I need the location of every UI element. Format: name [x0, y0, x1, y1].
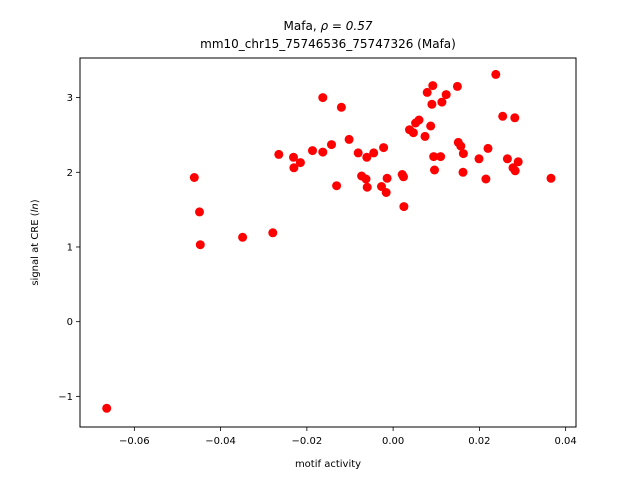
data-point: [381, 188, 391, 197]
y-tick-label: 1: [67, 242, 73, 253]
data-point: [510, 166, 520, 176]
data-point: [353, 148, 363, 158]
x-ticks: −0.06 −0.04 −0.02 0.00 0.02 0.04: [119, 427, 577, 447]
title-gene: Mafa: [284, 19, 313, 33]
data-point: [399, 202, 409, 212]
data-point: [408, 128, 418, 138]
x-axis-label: motif activity: [295, 459, 361, 470]
data-point: [399, 172, 408, 182]
data-point: [420, 131, 430, 141]
data-point: [361, 174, 371, 184]
data-point: [327, 140, 336, 150]
data-point: [268, 228, 278, 238]
title-separator: ,: [313, 19, 321, 33]
x-tick-label: 0.04: [555, 436, 577, 447]
data-point: [189, 173, 199, 182]
data-point: [452, 81, 462, 91]
data-point: [483, 143, 493, 153]
points-layer: [102, 69, 556, 413]
y-tick-label: −1: [58, 392, 73, 403]
data-point: [422, 87, 432, 97]
data-point: [458, 149, 468, 159]
data-point: [336, 102, 346, 112]
data-point: [429, 152, 439, 162]
data-point: [379, 143, 389, 153]
data-point: [318, 93, 328, 103]
x-tick-label: −0.02: [292, 436, 323, 447]
y-tick-label: 2: [67, 168, 73, 179]
data-point: [546, 173, 556, 183]
data-point: [426, 121, 436, 131]
data-point: [436, 152, 446, 162]
data-point: [195, 207, 204, 217]
y-tick-label: 0: [67, 317, 73, 328]
data-point: [441, 90, 451, 100]
data-point: [318, 147, 328, 157]
y-tick-label: 3: [67, 93, 73, 104]
data-point: [491, 69, 501, 79]
data-point: [428, 81, 438, 91]
chart-subtitle: mm10_chr15_75746536_75747326 (Mafa): [200, 37, 456, 51]
data-point: [382, 173, 392, 183]
y-ticks: −1 0 1 2 3: [58, 93, 80, 403]
data-point: [474, 154, 484, 164]
plot-area-frame: [79, 57, 577, 428]
data-point: [238, 232, 248, 242]
title-rho: ρ = 0.57: [320, 19, 372, 33]
x-tick-label: −0.04: [205, 436, 236, 447]
data-point: [344, 134, 354, 144]
data-point: [102, 403, 112, 413]
x-tick-label: −0.06: [119, 436, 150, 447]
data-point: [289, 163, 299, 173]
y-axis-label: signal at CRE (ln): [30, 199, 41, 285]
x-tick-label: 0.00: [382, 436, 404, 447]
y-axis-label-suffix: ): [30, 199, 41, 203]
data-point: [481, 174, 491, 184]
data-point: [456, 141, 466, 151]
chart-title: Mafa, ρ = 0.57: [284, 19, 373, 33]
data-point: [332, 181, 342, 191]
data-point: [498, 111, 508, 121]
data-point: [458, 167, 468, 177]
data-point: [274, 149, 284, 159]
x-tick-label: 0.02: [468, 436, 490, 447]
data-point: [295, 158, 305, 168]
data-point: [513, 157, 523, 167]
data-point: [289, 152, 298, 162]
data-point: [362, 182, 372, 192]
data-point: [414, 115, 424, 125]
data-point: [195, 240, 205, 250]
data-point: [430, 165, 439, 175]
data-point: [502, 154, 512, 164]
data-point: [308, 146, 317, 156]
y-axis-label-italic: ln: [30, 203, 41, 212]
data-point: [510, 113, 520, 123]
data-point: [437, 97, 447, 107]
data-point: [427, 99, 437, 109]
data-point: [369, 148, 379, 158]
y-axis-label-prefix: signal at CRE (: [30, 212, 41, 285]
data-point: [362, 152, 372, 162]
